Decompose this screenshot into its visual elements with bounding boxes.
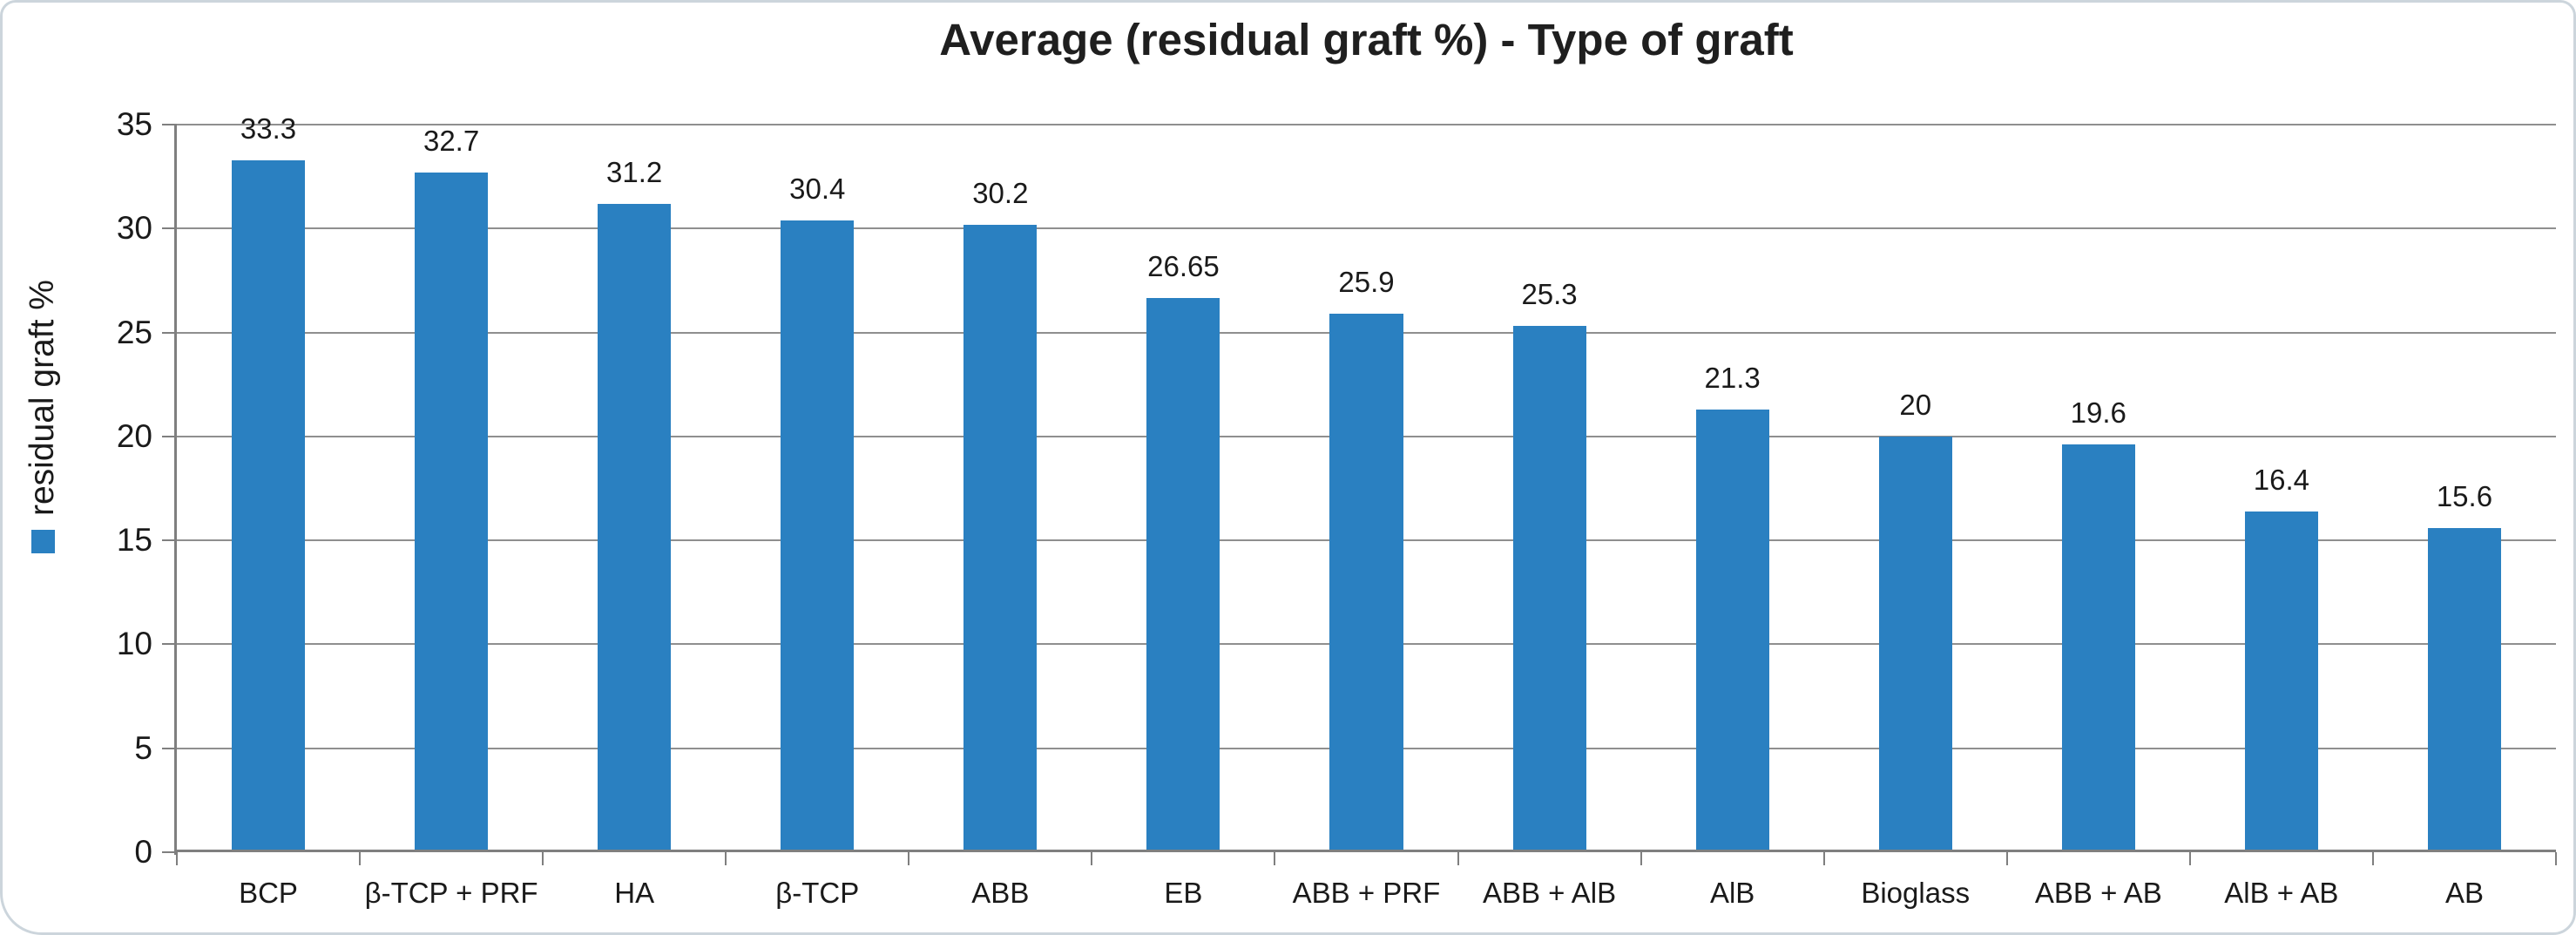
- x-category-label: ABB + AB: [2034, 877, 2162, 909]
- x-tick-mark: [2555, 852, 2557, 865]
- bar-value-label: 19.6: [2070, 396, 2126, 430]
- bar-value-label: 30.2: [972, 176, 1029, 209]
- chart-title: Average (residual graft %) - Type of gra…: [939, 15, 1794, 64]
- x-tick-mark: [1274, 852, 1276, 865]
- x-tick-mark: [725, 852, 727, 865]
- bar: [2244, 511, 2318, 852]
- x-category-label: ABB + PRF: [1292, 877, 1441, 909]
- bar-value-label: 30.4: [789, 172, 846, 205]
- bar: [598, 203, 672, 852]
- bar: [232, 159, 306, 852]
- bar-value-label: 33.3: [240, 112, 297, 145]
- x-category-label: β-TCP: [775, 877, 860, 909]
- x-category-label: AB: [2444, 877, 2484, 909]
- gridline: [177, 227, 2556, 230]
- x-category-label: EB: [1164, 877, 1203, 909]
- x-tick-mark: [2005, 852, 2008, 865]
- plot-area: 33.3 32.7 31.2 30.4 30.2 26.65 25.9 25.3 21.3 20 1…: [162, 112, 2557, 865]
- x-tick-mark: [1822, 852, 1825, 865]
- y-tick-mark: [162, 539, 177, 542]
- y-tick-label: 30: [116, 210, 152, 247]
- x-tick-mark: [359, 852, 362, 865]
- bar: [1878, 436, 1952, 852]
- y-tick-label: 5: [134, 729, 152, 766]
- legend: residual graft %: [24, 222, 62, 553]
- bar: [781, 220, 855, 852]
- bar-value-label: 20: [1899, 388, 1932, 421]
- bar-value-label: 25.3: [1521, 278, 1578, 311]
- bar: [415, 172, 489, 852]
- y-tick-label: 25: [116, 314, 152, 350]
- y-tick-label: 20: [116, 417, 152, 454]
- y-tick-label: 0: [134, 834, 152, 870]
- x-tick-mark: [176, 852, 178, 865]
- x-category-label: Bioglass: [1861, 877, 1971, 909]
- bar: [1329, 314, 1403, 852]
- x-category-label: β-TCP + PRF: [364, 877, 538, 909]
- y-tick-mark: [162, 124, 177, 125]
- x-tick-mark: [2371, 852, 2374, 865]
- y-tick-mark: [162, 435, 177, 437]
- x-category-label: ABB: [971, 877, 1030, 909]
- x-tick-mark: [542, 852, 544, 865]
- x-category-label: HA: [614, 877, 655, 909]
- y-tick-label: 35: [116, 106, 152, 142]
- y-tick-mark: [162, 643, 177, 646]
- bar: [963, 224, 1038, 852]
- bar-value-label: 15.6: [2436, 479, 2493, 512]
- x-tick-mark: [908, 852, 910, 865]
- y-tick-mark: [162, 747, 177, 749]
- bar-value-label: 26.65: [1147, 250, 1220, 283]
- x-category-label: ABB + AlB: [1482, 877, 1617, 909]
- bar-value-label: 25.9: [1338, 266, 1395, 299]
- x-category-label: BCP: [239, 877, 298, 909]
- bar: [2061, 444, 2135, 852]
- bar: [2427, 527, 2501, 852]
- bar: [1146, 298, 1220, 852]
- bar-value-label: 31.2: [606, 155, 663, 188]
- bar-value-label: 21.3: [1704, 361, 1761, 394]
- gridline: [177, 124, 2556, 125]
- x-category-label: AlB + AB: [2224, 877, 2339, 909]
- x-tick-mark: [1457, 852, 1459, 865]
- x-axis-line: [174, 850, 2556, 852]
- x-tick-mark: [1640, 852, 1642, 865]
- bar: [1695, 409, 1769, 852]
- y-tick-mark: [162, 227, 177, 230]
- y-tick-mark: [162, 851, 177, 853]
- y-tick-mark: [162, 331, 177, 334]
- x-category-label: AlB: [1709, 877, 1755, 909]
- x-tick-mark: [1091, 852, 1093, 865]
- bar-value-label: 32.7: [423, 124, 480, 157]
- y-tick-label: 15: [116, 522, 152, 559]
- y-tick-label: 10: [116, 626, 152, 662]
- bar-value-label: 16.4: [2253, 463, 2309, 496]
- x-tick-mark: [2188, 852, 2191, 865]
- bar: [1512, 326, 1586, 852]
- y-axis-line: [174, 125, 177, 855]
